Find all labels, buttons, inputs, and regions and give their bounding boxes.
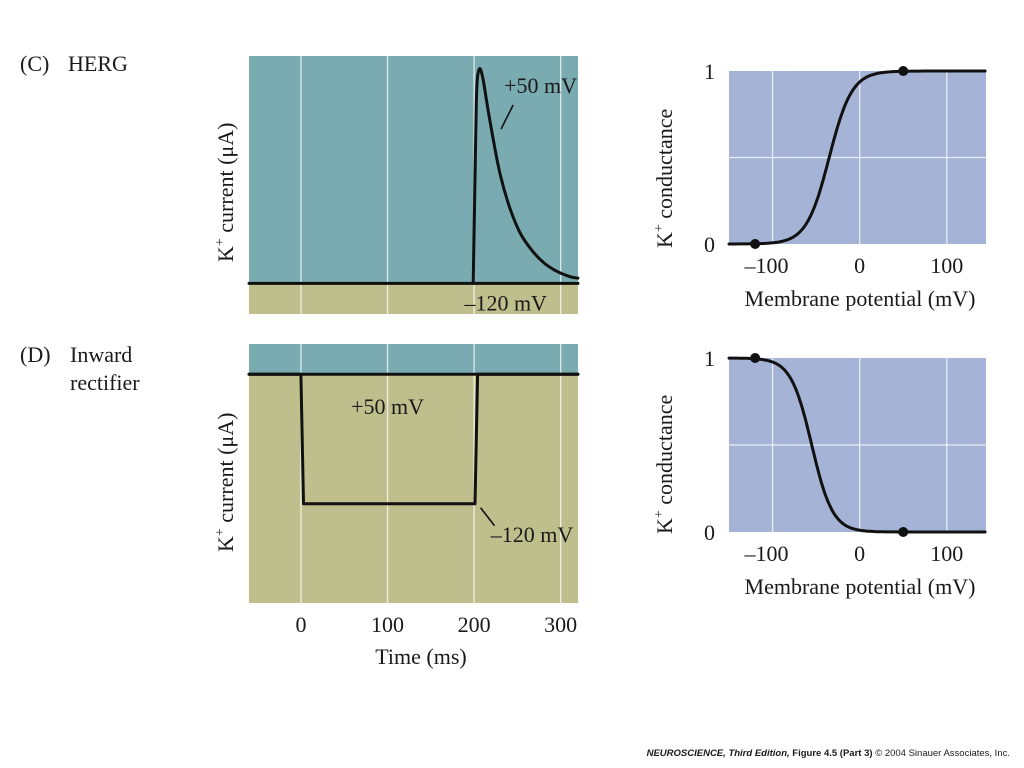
annotation-plus50: +50 mV <box>504 73 577 98</box>
conductance-curve <box>727 356 987 534</box>
trace-minus120 <box>247 372 580 506</box>
herg-current-chart: +50 mV –120 mV K+ current (μA) <box>213 56 580 316</box>
x-tick-label: –100 <box>744 541 789 566</box>
panel-c-title: HERG <box>68 51 128 76</box>
x-tick-label: –100 <box>744 253 789 278</box>
y-tick-label: 0 <box>704 520 715 545</box>
annotation-minus120: –120 mV <box>490 522 574 547</box>
x-tick-label: 0 <box>854 541 865 566</box>
data-point <box>750 239 761 249</box>
figure-credit: NEUROSCIENCE, Third Edition, Figure 4.5 … <box>647 748 1010 759</box>
y-tick-label: 1 <box>704 346 715 371</box>
trace-plus50 <box>471 67 580 285</box>
data-point <box>898 66 909 76</box>
panel-d-title-line2: rectifier <box>70 370 140 395</box>
herg-conductance-chart: 0 1 –100 0 100 Membrane potential (mV) K… <box>652 59 987 311</box>
annotation-plus50: +50 mV <box>351 394 424 419</box>
current-positive-region <box>249 56 578 284</box>
x-axis-label: Membrane potential (mV) <box>745 286 976 311</box>
conductance-gridlines <box>729 358 986 532</box>
x-tick-label: 200 <box>458 612 491 637</box>
y-axis-label-current: K+ current (μA) <box>213 123 238 262</box>
x-axis-label: Membrane potential (mV) <box>745 574 976 599</box>
label-leader-plus50 <box>500 104 514 130</box>
panel-c-letter: (C) <box>20 51 49 76</box>
inward-rectifier-conductance-chart: 0 1 –100 0 100 Membrane potential (mV) K… <box>652 346 987 599</box>
y-axis-label-conductance: K+ conductance <box>652 109 677 248</box>
x-tick-label: 0 <box>295 612 306 637</box>
label-leader-minus120 <box>479 507 496 527</box>
data-point <box>750 353 761 363</box>
panel-d-title-line1: Inward <box>70 342 132 367</box>
x-tick-label: 100 <box>930 253 963 278</box>
y-axis-label-current: K+ current (μA) <box>213 413 238 552</box>
x-tick-label: 100 <box>930 541 963 566</box>
x-tick-label: 300 <box>544 612 577 637</box>
current-negative-region <box>249 283 578 314</box>
conductance-gridlines <box>729 71 986 244</box>
panel-d-letter: (D) <box>20 342 51 367</box>
x-tick-label: 100 <box>371 612 404 637</box>
x-tick-label: 0 <box>854 253 865 278</box>
annotation-minus120: –120 mV <box>463 291 547 316</box>
credit-copyright: © 2004 Sinauer Associates, Inc. <box>875 748 1010 759</box>
credit-figure: Figure 4.5 (Part 3) <box>792 748 872 759</box>
y-axis-label-conductance: K+ conductance <box>652 395 677 534</box>
conductance-curve <box>727 69 987 246</box>
y-tick-label: 0 <box>704 232 715 257</box>
y-tick-label: 1 <box>704 59 715 84</box>
current-positive-region <box>249 344 578 375</box>
x-axis-label: Time (ms) <box>375 644 466 669</box>
credit-book: NEUROSCIENCE, <box>647 748 726 759</box>
inward-rectifier-current-chart: +50 mV –120 mV 0 100 200 300 Time (ms) K… <box>213 344 580 669</box>
data-point <box>898 527 909 537</box>
credit-edition: Third Edition, <box>728 748 789 759</box>
